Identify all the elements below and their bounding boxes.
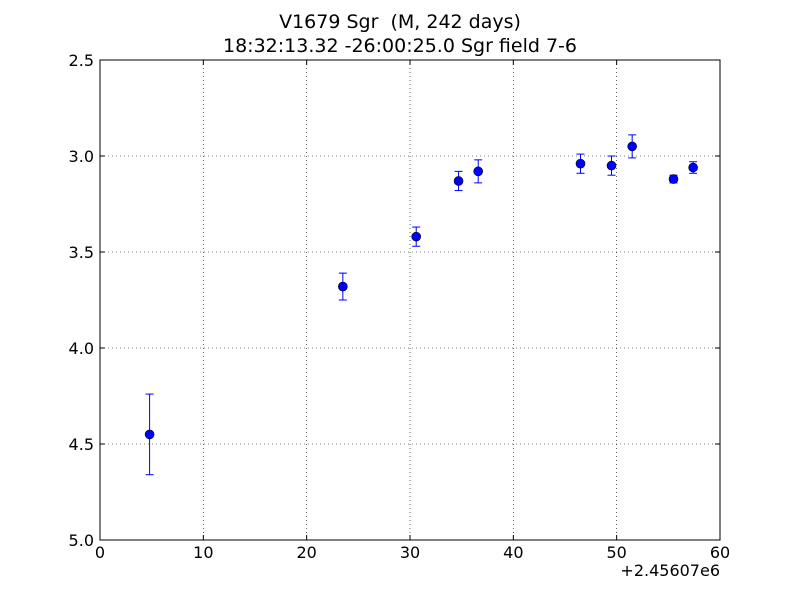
point-marker xyxy=(411,231,422,242)
data-point xyxy=(627,134,637,159)
x-offset-label: +2.45607e6 xyxy=(620,561,720,580)
x-tick-label: 0 xyxy=(95,543,105,562)
y-tick-label: 4.0 xyxy=(69,339,94,358)
grid-lines xyxy=(100,60,720,540)
data-point xyxy=(606,155,617,176)
point-marker xyxy=(688,162,698,173)
y-tick-label: 4.5 xyxy=(69,435,94,454)
point-marker xyxy=(473,166,484,177)
data-point xyxy=(338,272,348,301)
data-points xyxy=(144,134,698,476)
x-tick-label: 10 xyxy=(193,543,213,562)
point-marker xyxy=(668,174,679,184)
chart-title: V1679 Sgr (M, 242 days) xyxy=(279,11,521,33)
point-marker xyxy=(627,141,637,152)
x-tick-label: 30 xyxy=(400,543,420,562)
x-tick-labels: 0 10 20 30 40 50 60 xyxy=(95,543,730,562)
y-tick-label: 2.5 xyxy=(69,51,94,70)
y-tick-labels: 2.5 3.0 3.5 4.0 4.5 5.0 xyxy=(69,51,94,550)
x-tick-label: 40 xyxy=(503,543,523,562)
point-marker xyxy=(338,281,348,292)
point-marker xyxy=(606,160,617,171)
data-point xyxy=(473,159,484,184)
x-tick-label: 50 xyxy=(606,543,626,562)
point-marker xyxy=(453,176,464,186)
y-tick-label: 3.0 xyxy=(69,147,94,166)
data-point xyxy=(453,170,464,192)
x-tick-label: 20 xyxy=(296,543,316,562)
data-point xyxy=(668,174,679,184)
plot-frame xyxy=(99,59,721,541)
y-tick-label: 5.0 xyxy=(69,531,94,550)
point-marker xyxy=(575,158,586,169)
data-point xyxy=(575,153,586,174)
point-marker xyxy=(144,429,155,440)
data-point xyxy=(144,393,155,476)
y-tick-label: 3.5 xyxy=(69,243,94,262)
data-point xyxy=(688,161,698,174)
data-point xyxy=(411,226,422,247)
x-tick-label: 60 xyxy=(710,543,730,562)
chart-subtitle: 18:32:13.32 -26:00:25.0 Sgr field 7-6 xyxy=(223,35,577,57)
